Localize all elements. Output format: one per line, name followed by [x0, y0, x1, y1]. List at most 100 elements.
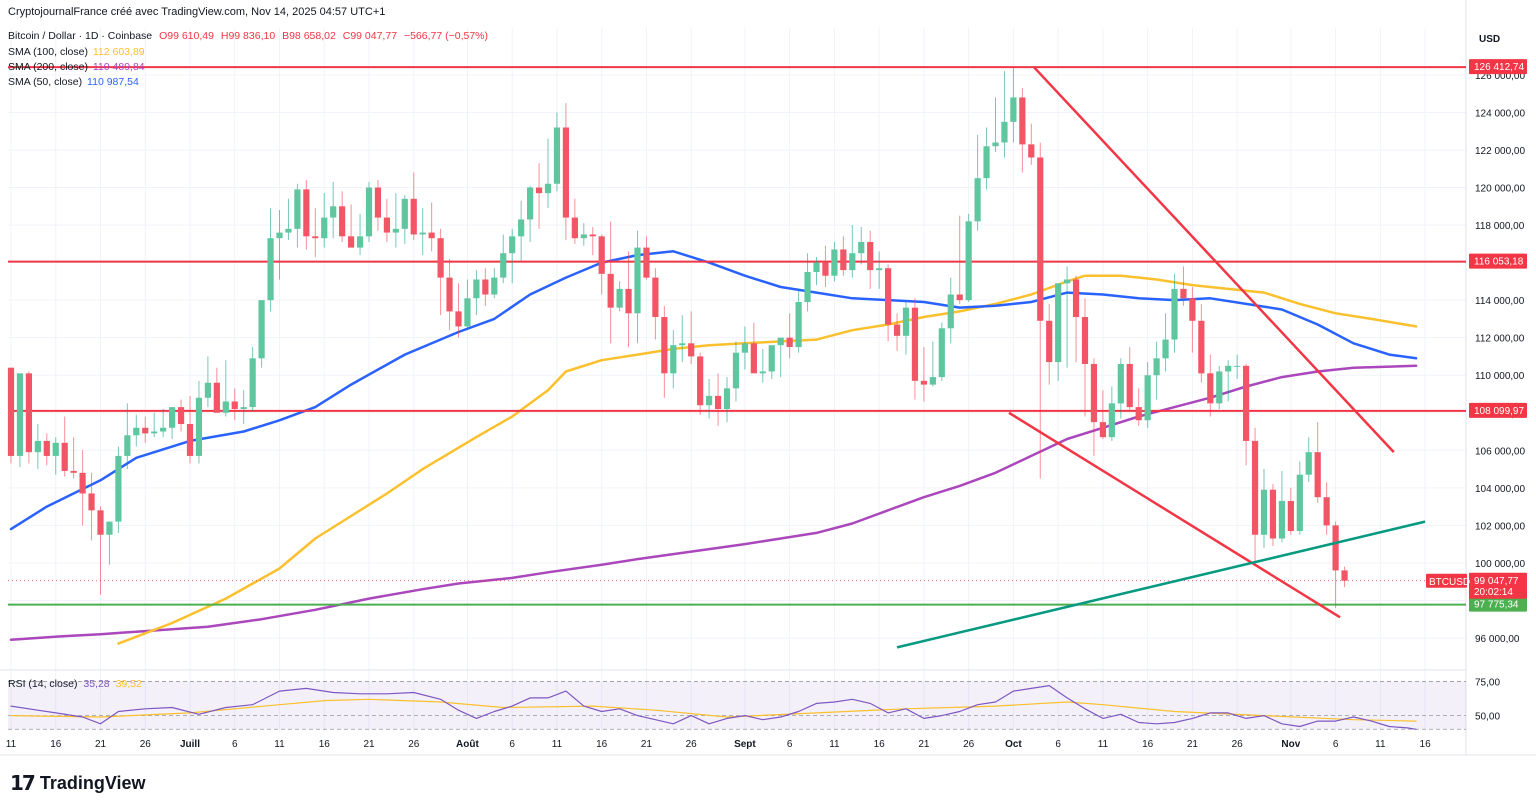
time-tick-label: 26: [140, 739, 152, 750]
trendlines: [896, 66, 1426, 649]
candle-body: [714, 395, 722, 409]
candle-body: [383, 217, 390, 233]
candle-body: [697, 356, 704, 406]
candle-body: [204, 382, 211, 398]
candle-body: [956, 294, 963, 301]
time-axis[interactable]: 11 16 21 26 Juill 6 11 16 21 26 Août 6 11 16 21 26 Sept 6…: [6, 739, 1431, 750]
candle-body: [920, 380, 927, 385]
candle-body: [276, 232, 283, 239]
candle-body: [1287, 500, 1294, 531]
candle-body: [1207, 373, 1214, 404]
candle-body: [876, 268, 883, 271]
candle-body: [1126, 363, 1133, 408]
candle-body: [867, 241, 874, 271]
candle-body: [1296, 474, 1303, 531]
candle-body: [321, 217, 328, 239]
price-tick-label: 106 000,00: [1475, 446, 1525, 457]
sma-50-value: 110 987,54: [87, 76, 139, 88]
candle-body: [464, 298, 471, 327]
candle-body: [1064, 279, 1071, 284]
candle-body: [1099, 422, 1106, 438]
candle-body: [1010, 97, 1017, 122]
candle-body: [1305, 452, 1312, 475]
candle-body: [893, 324, 901, 336]
time-tick-label: 11: [1375, 739, 1386, 750]
candle-body: [983, 146, 990, 179]
candle-body: [589, 234, 596, 237]
time-tick-label: Oct: [1005, 739, 1022, 750]
candle-body: [1341, 570, 1348, 581]
candle-body: [571, 217, 578, 239]
price-level-tag-text: 97 775,34: [1474, 600, 1519, 611]
rsi-label: RSI (14, close): [8, 678, 78, 690]
price-tick-label: 104 000,00: [1475, 484, 1525, 495]
candle-body: [1189, 298, 1196, 321]
rsi-ma-path: [10, 698, 1417, 722]
candle-body: [1251, 440, 1259, 535]
candle-body: [688, 343, 695, 357]
time-tick-label: 6: [509, 739, 515, 750]
sma-50-legend[interactable]: SMA (50, close) 110 987,54: [8, 76, 139, 88]
change-value: −566,77 (−0,57%): [403, 30, 489, 42]
candle-body: [34, 440, 41, 453]
time-tick-label: 26: [686, 739, 698, 750]
candle-body: [61, 442, 68, 471]
candle-body: [106, 521, 113, 535]
price-level-tag-text: 108 099,97: [1474, 406, 1524, 417]
candle-body: [625, 288, 632, 314]
candle-body: [446, 277, 453, 312]
candle-body: [303, 189, 310, 237]
rsi-legend[interactable]: RSI (14, close) 35,28 39,52: [8, 678, 142, 690]
time-tick-label: 21: [918, 739, 930, 750]
candle-body: [732, 352, 740, 389]
sma-100-legend[interactable]: SMA (100, close) 112 603,89: [8, 46, 145, 58]
candle-body: [365, 187, 373, 237]
tradingview-logo-icon: 17: [10, 771, 36, 795]
symbol-legend[interactable]: Bitcoin / Dollar · 1D · Coinbase O99 610…: [8, 30, 488, 42]
candle-body: [97, 510, 104, 535]
candle-body: [115, 455, 122, 522]
time-tick-label: Nov: [1281, 739, 1300, 750]
candle-body: [177, 407, 185, 425]
time-tick-label: Juill: [180, 739, 200, 750]
candle-body: [786, 337, 793, 348]
candle-body: [1323, 497, 1330, 526]
candle-body: [768, 345, 775, 372]
candle-body: [16, 373, 24, 456]
candle-body: [1162, 339, 1169, 359]
time-tick-label: 11: [1098, 739, 1109, 750]
candle-body: [43, 440, 50, 456]
close-value: C99 047,77: [342, 30, 398, 42]
candle-body: [455, 311, 462, 327]
candle-body: [428, 232, 435, 239]
price-tick-label: 110 000,00: [1475, 371, 1525, 382]
candle-body: [267, 238, 274, 301]
sma-200-legend[interactable]: SMA (200, close) 110 489,84: [8, 61, 145, 73]
price-tick-label: 124 000,00: [1475, 108, 1525, 119]
symbol-name: Bitcoin / Dollar · 1D · Coinbase: [8, 30, 153, 42]
time-tick-label: 16: [1420, 739, 1432, 750]
candle-body: [598, 236, 605, 274]
tradingview-brand[interactable]: 17 TradingView: [10, 771, 146, 795]
sma-200-path: [9, 364, 1418, 642]
candle-body: [1117, 363, 1124, 404]
candle-body: [902, 307, 910, 336]
candle-body: [79, 472, 86, 494]
price-tick-label: 96 000,00: [1475, 634, 1520, 645]
last-price-tag-bg: [1469, 572, 1527, 599]
time-tick-label: 26: [408, 739, 420, 750]
candle-body: [169, 407, 176, 428]
candle-body: [795, 302, 802, 348]
currency-label: USD: [1479, 34, 1500, 45]
time-tick-label: 16: [50, 739, 62, 750]
candle-body: [240, 407, 247, 409]
last-price-tag-text: 20:02:14: [1474, 587, 1513, 598]
candle-body: [1278, 500, 1285, 539]
candle-body: [312, 236, 319, 239]
price-level-tag-text: 116 053,18: [1474, 257, 1524, 268]
candle-body: [1028, 144, 1035, 158]
time-tick-label: 26: [1232, 739, 1244, 750]
rsi-value: 35,28: [83, 678, 110, 690]
